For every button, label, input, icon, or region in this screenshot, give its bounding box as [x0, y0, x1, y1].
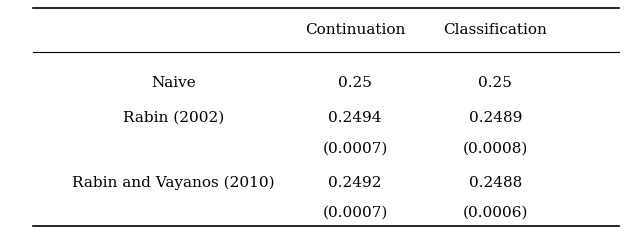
Text: (0.0006): (0.0006)	[463, 206, 528, 220]
Text: (0.0007): (0.0007)	[323, 141, 388, 155]
Text: (0.0008): (0.0008)	[463, 141, 528, 155]
Text: 0.2488: 0.2488	[468, 176, 522, 190]
Text: (0.0007): (0.0007)	[323, 206, 388, 220]
Text: 0.2492: 0.2492	[328, 176, 382, 190]
Text: Rabin (2002): Rabin (2002)	[123, 111, 224, 125]
Text: 0.2494: 0.2494	[328, 111, 382, 125]
Text: Rabin and Vayanos (2010): Rabin and Vayanos (2010)	[72, 176, 275, 190]
Text: 0.2489: 0.2489	[468, 111, 522, 125]
Text: Naive: Naive	[151, 77, 196, 91]
Text: Classification: Classification	[444, 23, 547, 37]
Text: 0.25: 0.25	[338, 77, 372, 91]
Text: 0.25: 0.25	[478, 77, 512, 91]
Text: Continuation: Continuation	[305, 23, 405, 37]
